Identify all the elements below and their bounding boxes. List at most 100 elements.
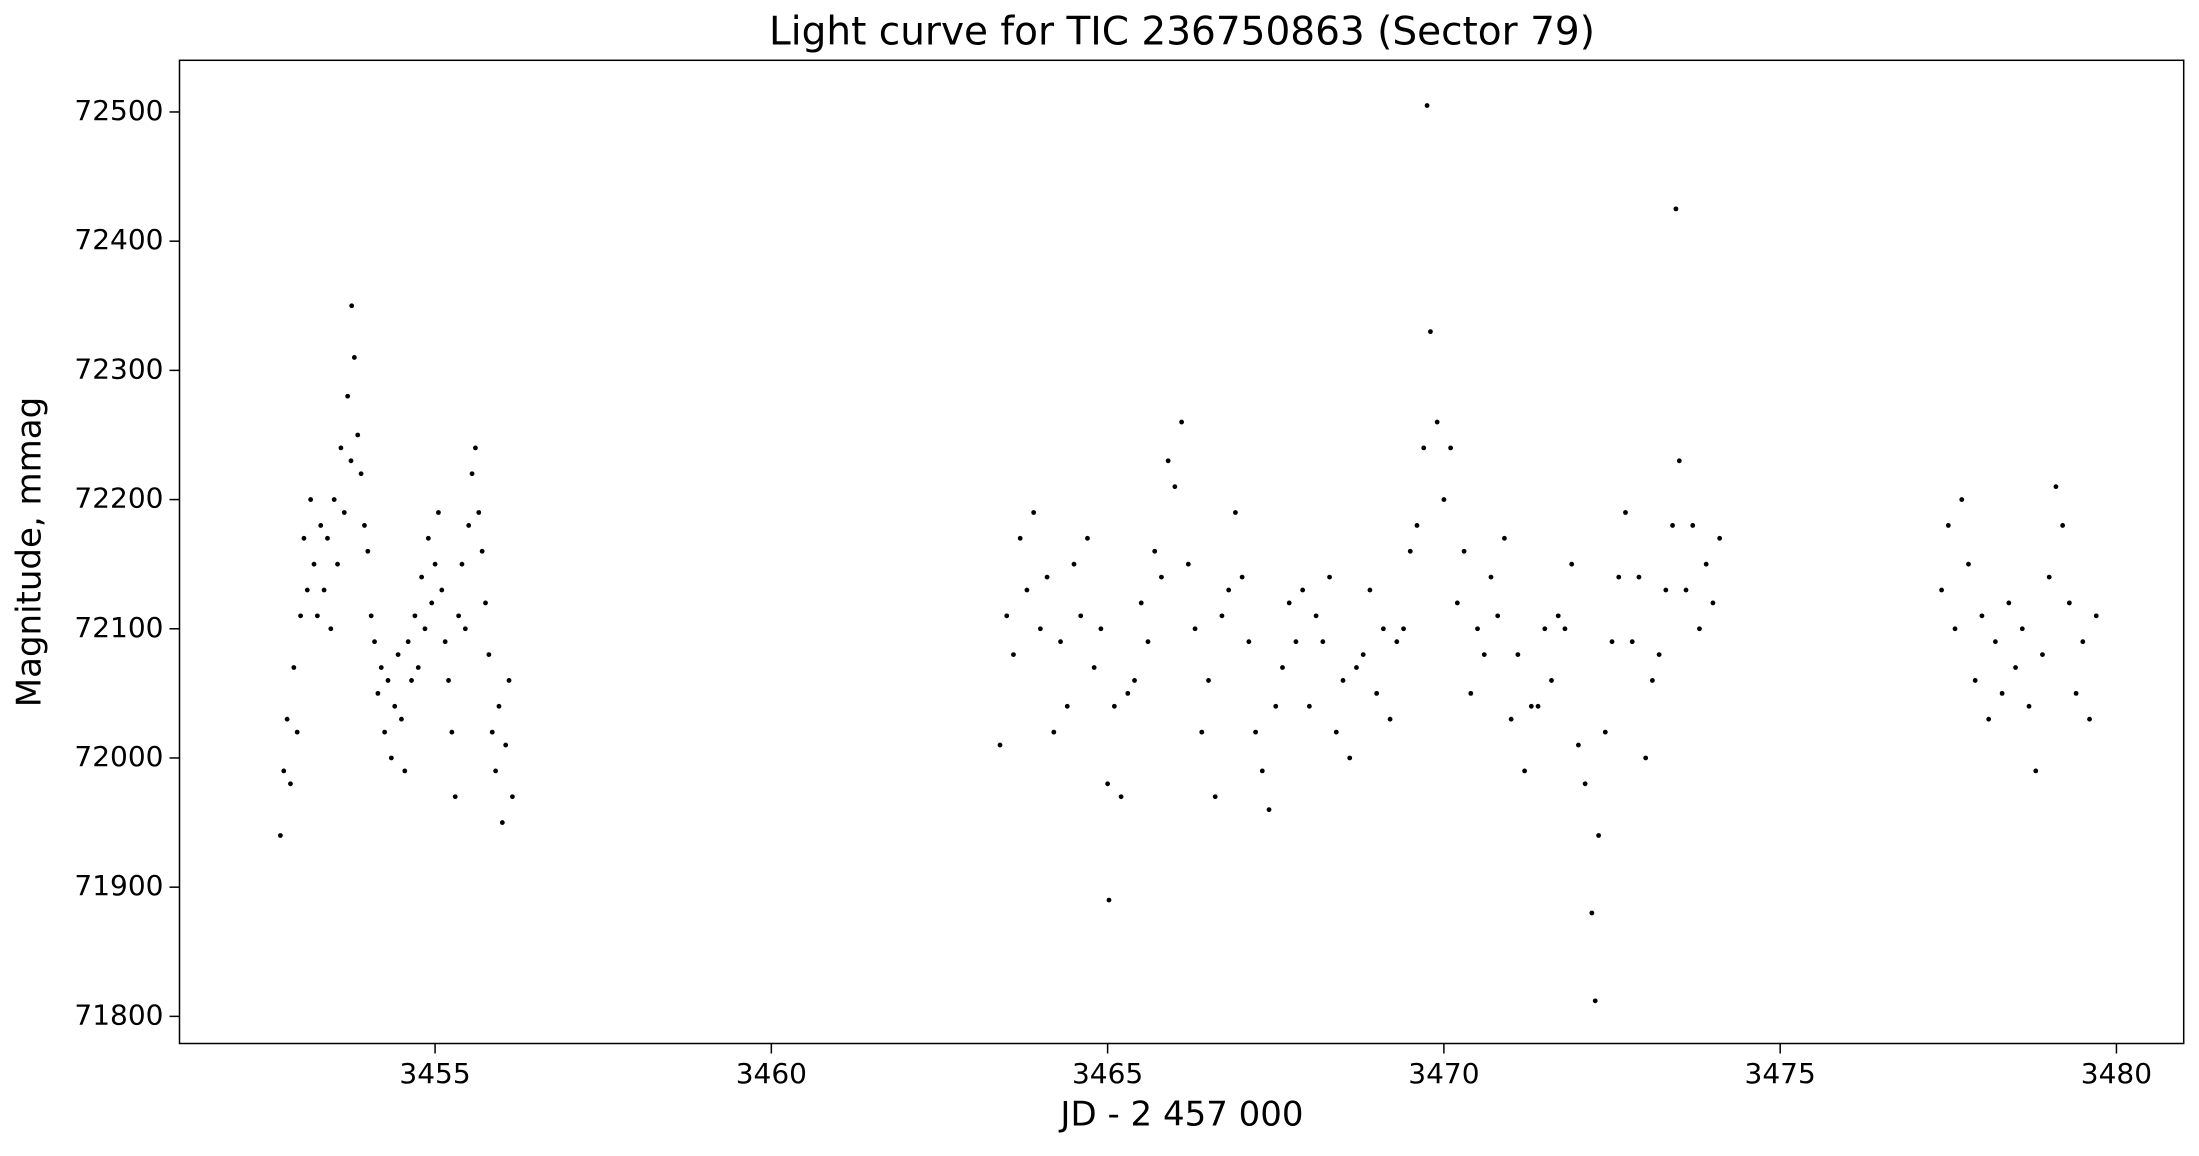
data-point <box>462 626 468 632</box>
data-point <box>1387 716 1393 722</box>
data-point <box>1091 665 1097 670</box>
data-point <box>415 665 421 670</box>
data-point <box>425 535 431 541</box>
data-point <box>291 665 297 670</box>
data-point <box>1360 652 1366 658</box>
data-point <box>1999 690 2005 696</box>
data-point <box>409 678 414 683</box>
x-tick-label: 3465 <box>1072 1057 1143 1090</box>
data-point <box>1629 639 1635 645</box>
data-point <box>1670 523 1675 528</box>
data-point <box>489 729 495 735</box>
data-point <box>1118 794 1124 800</box>
data-point <box>412 613 418 619</box>
data-point <box>1051 729 1057 735</box>
data-point <box>1596 833 1601 838</box>
data-point <box>510 794 515 800</box>
data-point <box>345 393 351 399</box>
data-point <box>1347 755 1353 761</box>
data-point <box>1616 574 1622 580</box>
data-point <box>308 497 314 502</box>
data-point <box>1320 639 1326 645</box>
data-point <box>1697 626 1702 632</box>
data-point <box>1233 510 1238 515</box>
data-point <box>321 587 327 593</box>
data-point <box>1152 548 1158 554</box>
data-point <box>1576 742 1581 748</box>
data-point <box>1717 535 1723 541</box>
data-point <box>2033 768 2039 774</box>
data-point <box>436 510 441 515</box>
data-point <box>1253 729 1258 735</box>
data-point <box>1407 548 1413 554</box>
data-point <box>449 729 455 735</box>
data-point <box>429 600 435 606</box>
data-point <box>362 523 367 528</box>
data-point <box>1441 497 1447 502</box>
data-point <box>1424 103 1430 108</box>
data-point <box>476 510 482 515</box>
data-point <box>355 432 361 438</box>
data-point <box>341 510 347 515</box>
data-point <box>1703 561 1709 567</box>
x-tick-label: 3480 <box>2081 1057 2152 1090</box>
data-point <box>1300 587 1306 593</box>
data-point <box>335 561 340 567</box>
data-point <box>1502 535 1507 541</box>
data-point <box>456 613 462 619</box>
data-point <box>388 755 394 761</box>
data-point <box>1239 574 1245 580</box>
data-point <box>294 729 300 735</box>
data-point <box>1515 652 1521 658</box>
data-point <box>1986 716 1992 722</box>
data-point <box>331 497 337 502</box>
data-point <box>483 600 488 606</box>
y-axis-label: Magnitude, mmag <box>10 397 50 707</box>
data-point <box>1454 600 1460 606</box>
data-point <box>432 561 438 567</box>
data-point <box>1522 768 1528 774</box>
data-point <box>1414 523 1420 528</box>
data-point <box>328 626 334 632</box>
data-point <box>1448 445 1454 451</box>
data-point <box>349 303 355 309</box>
data-point <box>1031 510 1037 515</box>
data-point <box>1106 897 1112 903</box>
y-tick-label: 72200 <box>74 482 163 515</box>
data-point <box>351 355 357 360</box>
data-point <box>459 561 465 567</box>
data-point <box>382 729 388 735</box>
data-point <box>1313 613 1319 619</box>
data-point <box>479 548 485 554</box>
data-point <box>1992 639 1998 645</box>
data-point <box>442 639 448 645</box>
data-point <box>1508 716 1514 722</box>
data-point <box>419 574 425 580</box>
data-point <box>1468 690 1474 696</box>
data-point <box>1105 781 1111 787</box>
data-point <box>1481 652 1487 658</box>
data-point <box>284 716 290 722</box>
data-point <box>1549 678 1554 683</box>
data-point <box>1286 600 1292 606</box>
data-point <box>405 639 411 645</box>
data-point <box>1192 626 1198 632</box>
data-point <box>1064 703 1070 709</box>
data-point <box>392 703 398 709</box>
data-point <box>1461 548 1467 554</box>
data-point <box>1206 678 1211 683</box>
data-point <box>325 535 330 541</box>
data-point <box>2026 703 2032 709</box>
data-point <box>496 703 502 709</box>
data-point <box>1945 523 1951 528</box>
data-point <box>1327 574 1332 580</box>
data-point <box>1643 755 1649 761</box>
data-point <box>1226 587 1232 593</box>
data-point <box>1266 807 1272 813</box>
data-point <box>1939 587 1944 593</box>
data-point <box>1656 652 1662 658</box>
data-point <box>1179 419 1184 425</box>
data-point <box>1562 626 1568 632</box>
data-point <box>1528 703 1534 709</box>
